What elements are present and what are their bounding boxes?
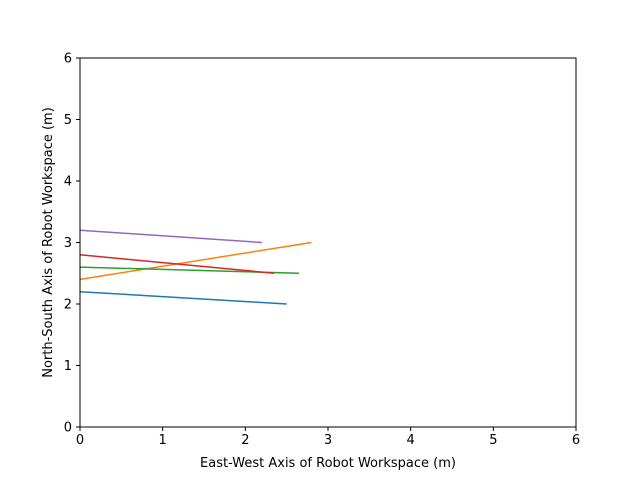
series-line-2 — [79, 241, 312, 281]
series-layer — [79, 229, 312, 305]
y-tick-label: 6 — [64, 52, 72, 67]
x-axis-label: East-West Axis of Robot Workspace (m) — [200, 456, 456, 471]
series-line-4 — [79, 254, 275, 274]
x-tick-label: 4 — [407, 433, 415, 448]
x-tick-label: 5 — [489, 433, 497, 448]
y-tick-label: 4 — [64, 175, 72, 190]
y-tick-label: 3 — [64, 236, 72, 251]
x-tick-label: 0 — [76, 433, 84, 448]
y-tick-label: 1 — [64, 359, 72, 374]
y-tick-label: 2 — [64, 298, 72, 313]
series-line-1 — [79, 290, 287, 305]
y-axis-label: North-South Axis of Robot Workspace (m) — [41, 107, 56, 378]
x-tick-label: 3 — [324, 433, 332, 448]
x-tick-label: 1 — [159, 433, 167, 448]
plot-area — [79, 57, 577, 428]
series-line-5 — [79, 229, 262, 244]
x-tick-label: 6 — [572, 433, 580, 448]
y-axis-ticks: 0 1 2 3 4 5 6 — [64, 52, 80, 436]
x-tick-label: 2 — [241, 433, 249, 448]
y-tick-label: 5 — [64, 113, 72, 128]
y-tick-label: 0 — [64, 421, 72, 436]
plot-frame — [79, 57, 577, 428]
x-axis-ticks: 0 1 2 3 4 5 6 — [76, 427, 580, 448]
